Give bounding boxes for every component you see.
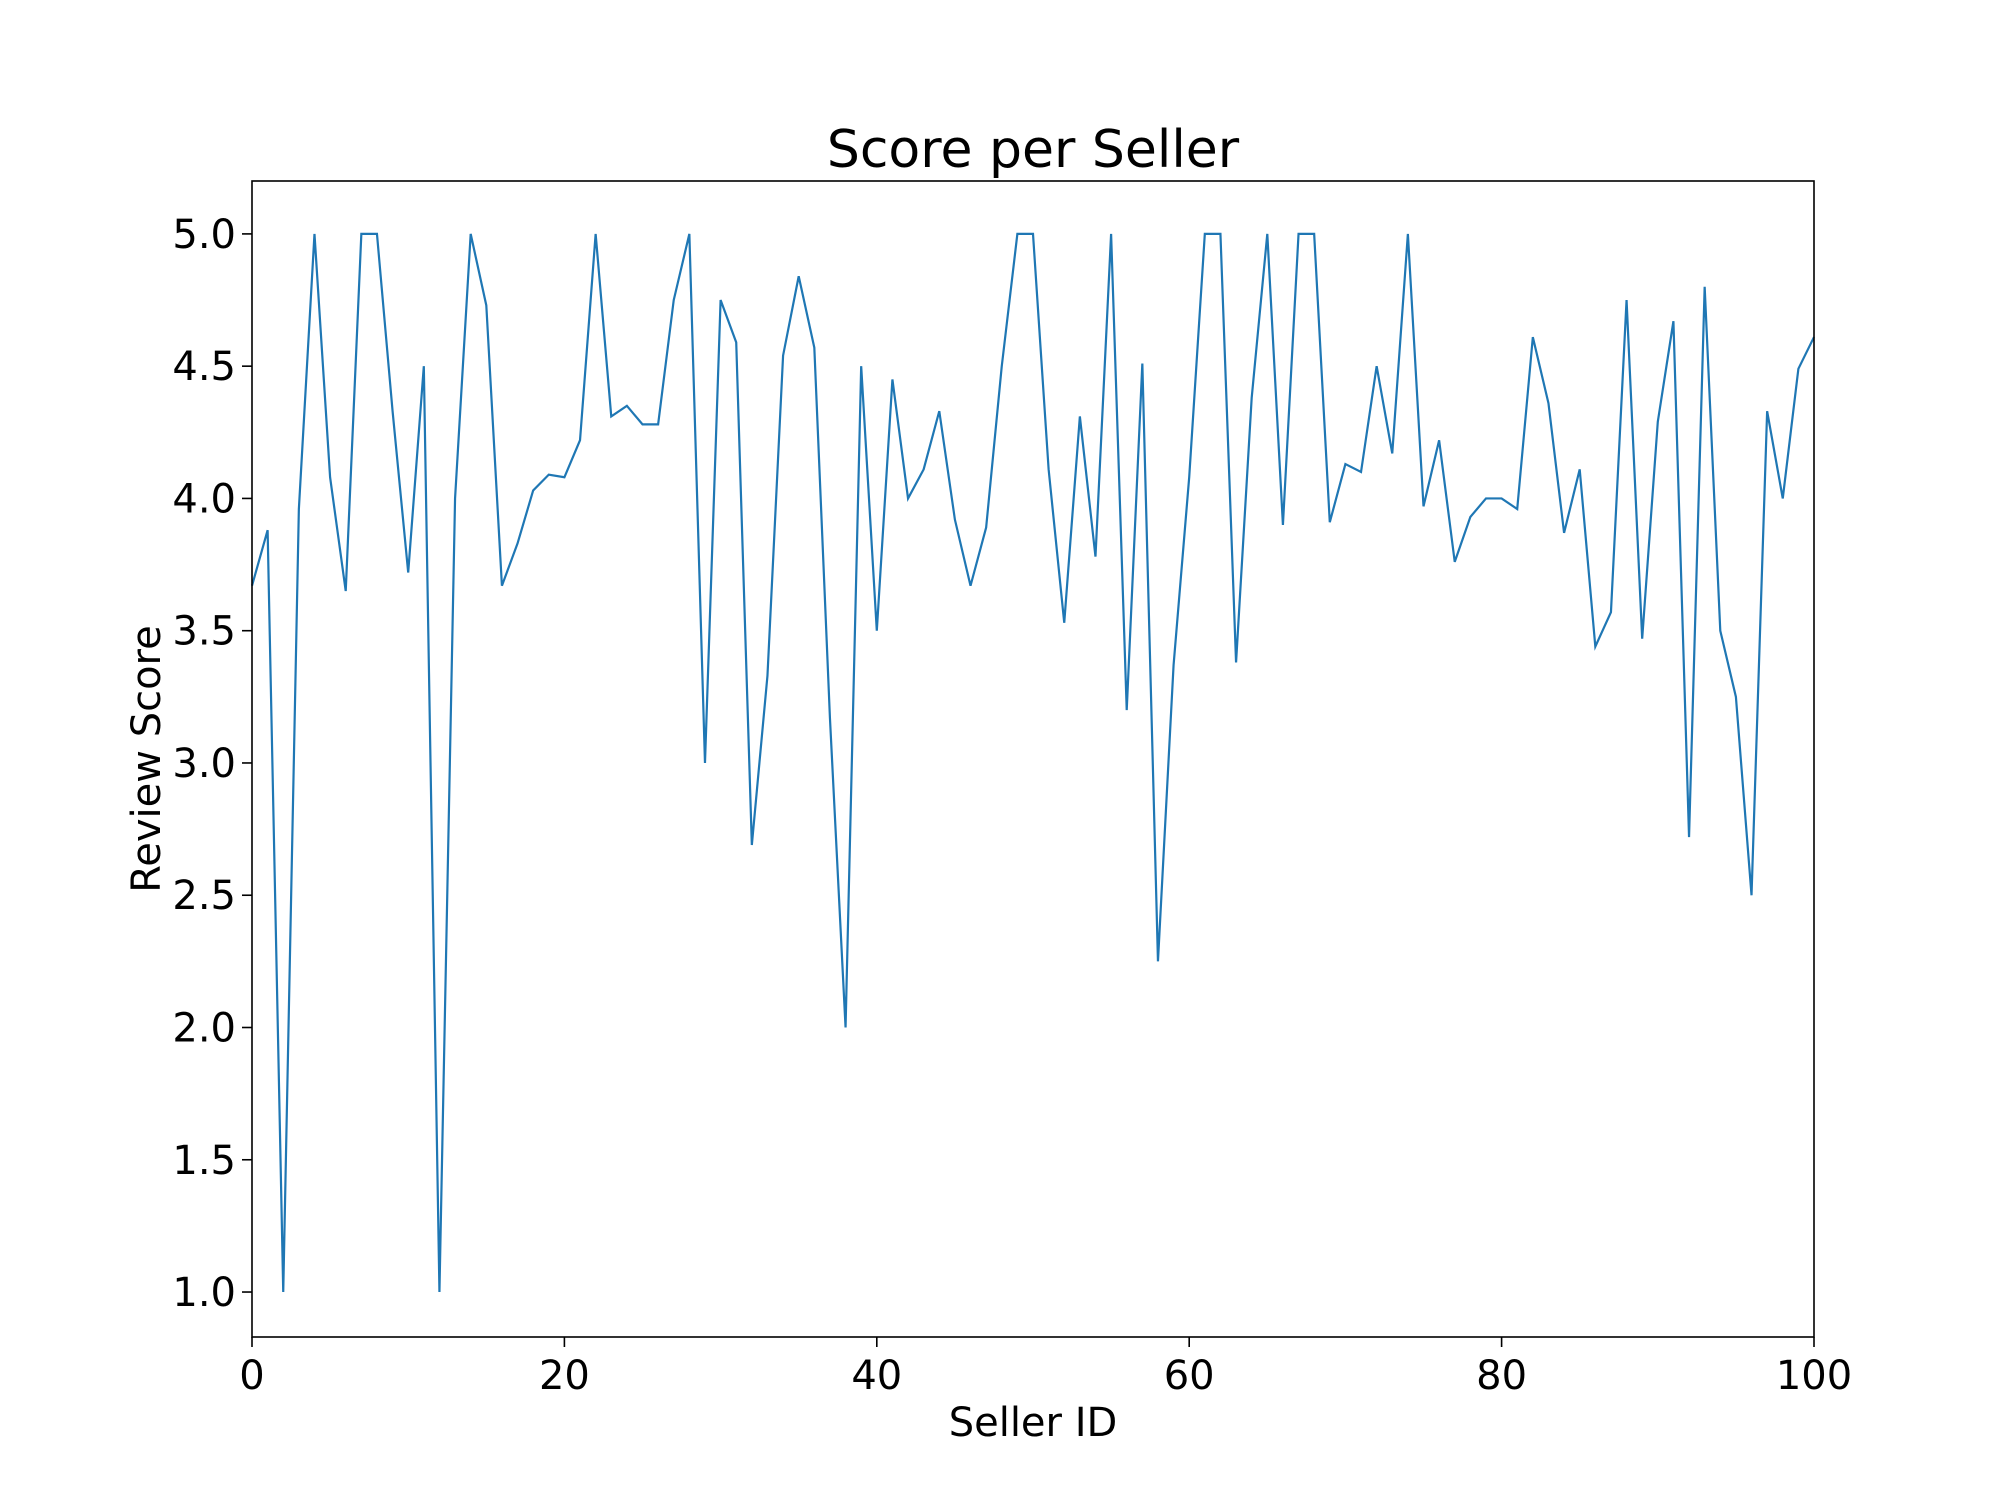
series-line-0: [250, 232, 1815, 1293]
chart-title: Score per Seller: [827, 120, 1240, 180]
x-tick-label: 100: [1776, 1353, 1852, 1399]
y-tick-label: 5.0: [172, 212, 236, 258]
plot-area: [250, 232, 1815, 1293]
y-tick-label: 3.0: [172, 741, 236, 787]
x-axis: 0 20 40 60 80 100: [239, 1337, 1852, 1399]
x-tick-label: 40: [851, 1353, 902, 1399]
x-tick-label: 60: [1164, 1353, 1215, 1399]
y-axis-label: Review Score: [124, 625, 170, 892]
x-tick-label: 20: [539, 1353, 590, 1399]
x-tick-label: 80: [1476, 1353, 1527, 1399]
y-tick-label: 1.5: [172, 1138, 236, 1184]
x-tick-label: 0: [239, 1353, 264, 1399]
y-tick-label: 4.0: [172, 476, 236, 522]
y-tick-label: 2.5: [172, 873, 236, 919]
y-axis: 1.0 1.5 2.0 2.5 3.0 3.5 4.0 4.5 5.0: [172, 212, 252, 1316]
y-tick-label: 1.0: [172, 1270, 236, 1316]
y-tick-label: 3.5: [172, 609, 236, 655]
y-tick-label: 4.5: [172, 344, 236, 390]
axes-frame: [251, 180, 1815, 1338]
x-axis-label: Seller ID: [949, 1400, 1118, 1446]
y-tick-label: 2.0: [172, 1005, 236, 1051]
